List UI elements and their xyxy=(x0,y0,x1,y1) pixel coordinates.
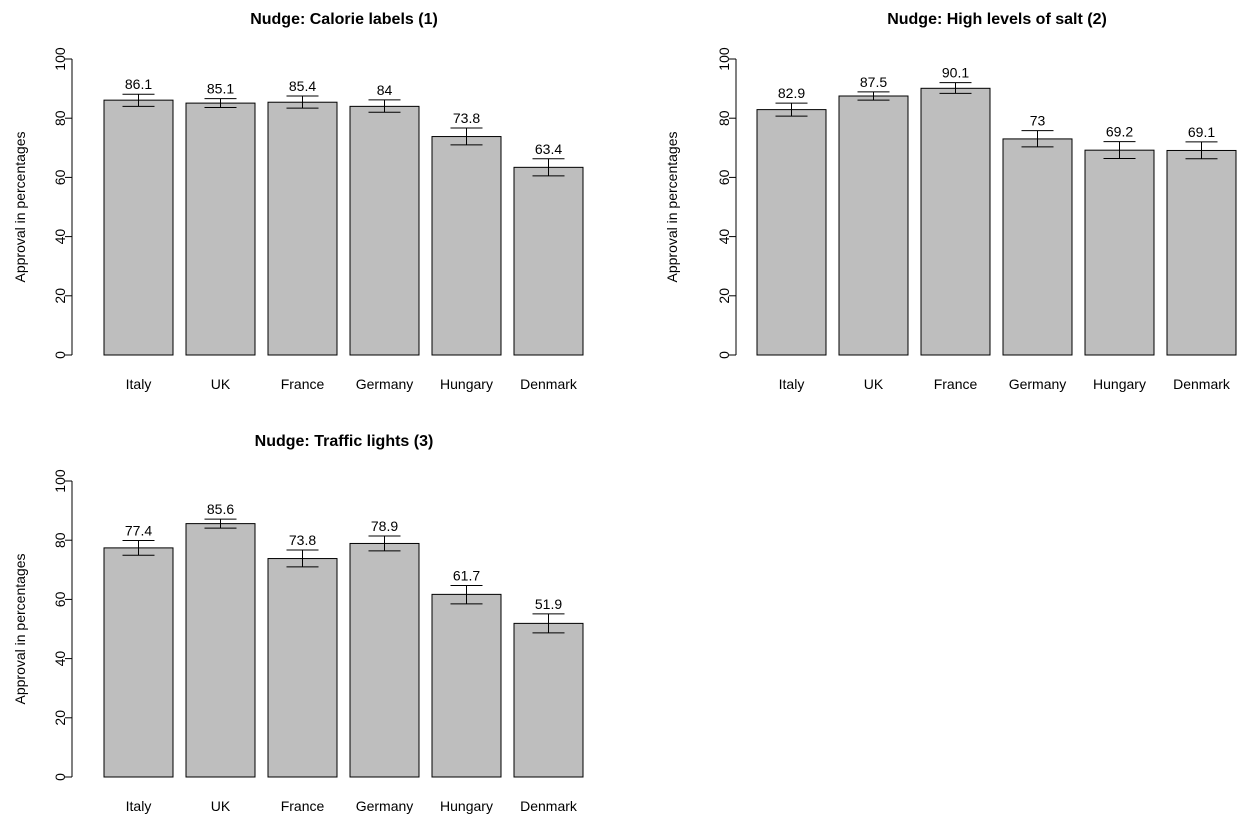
bar-denmark xyxy=(513,166,584,356)
chart-panel-2: Nudge: High levels of salt (2) 0 20 40 60 80 1… xyxy=(664,11,1237,392)
value-label: 82.9 xyxy=(778,85,805,101)
value-label: 85.4 xyxy=(289,78,316,94)
category-label: Germany xyxy=(1009,376,1067,392)
value-label: 69.2 xyxy=(1106,124,1133,140)
y-axis-label: Approval in percentages xyxy=(12,132,28,283)
category-label: Hungary xyxy=(440,798,493,814)
value-label: 77.4 xyxy=(125,522,152,538)
y-axis-label: Approval in percentages xyxy=(664,132,680,283)
category-label: UK xyxy=(211,376,231,392)
value-label: 78.9 xyxy=(371,518,398,534)
category-label: France xyxy=(934,376,978,392)
y-tick-label: 60 xyxy=(52,591,68,607)
y-tick-label: 0 xyxy=(716,351,732,359)
category-label: UK xyxy=(211,798,231,814)
bar-italy xyxy=(756,109,827,356)
y-tick-label: 20 xyxy=(52,710,68,726)
bar-uk xyxy=(185,102,256,356)
y-tick-label: 80 xyxy=(52,110,68,126)
bar-germany xyxy=(349,542,420,778)
value-label: 51.9 xyxy=(535,596,562,612)
value-label: 87.5 xyxy=(860,74,887,90)
category-label: Germany xyxy=(356,376,414,392)
value-label: 85.6 xyxy=(207,501,234,517)
bar-uk xyxy=(185,523,256,778)
bar-germany xyxy=(349,105,420,356)
category-label: Hungary xyxy=(1093,376,1146,392)
y-tick-label: 100 xyxy=(52,469,68,493)
category-label: Denmark xyxy=(520,376,578,392)
value-label: 86.1 xyxy=(125,76,152,92)
bar-france xyxy=(267,558,338,778)
category-label: France xyxy=(281,376,325,392)
bar-france xyxy=(920,87,991,356)
chart-title: Nudge: Traffic lights (3) xyxy=(255,433,434,450)
chart-panel-3: Nudge: Traffic lights (3) 0 20 40 60 80 100 App… xyxy=(12,433,584,814)
category-label: Italy xyxy=(126,376,152,392)
category-label: France xyxy=(281,798,325,814)
y-tick-label: 80 xyxy=(52,532,68,548)
y-tick-label: 20 xyxy=(716,288,732,304)
value-label: 69.1 xyxy=(1188,124,1215,140)
bar-denmark xyxy=(1166,149,1237,356)
value-label: 84 xyxy=(377,82,393,98)
value-label: 63.4 xyxy=(535,141,562,157)
category-label: Germany xyxy=(356,798,414,814)
chart-title: Nudge: High levels of salt (2) xyxy=(887,11,1107,28)
category-label: Italy xyxy=(779,376,805,392)
bar-hungary xyxy=(431,593,502,778)
y-tick-label: 80 xyxy=(716,110,732,126)
y-tick-label: 40 xyxy=(716,229,732,245)
y-tick-label: 100 xyxy=(716,47,732,71)
bar-france xyxy=(267,101,338,356)
value-label: 90.1 xyxy=(942,65,969,81)
y-tick-label: 60 xyxy=(52,169,68,185)
y-tick-label: 20 xyxy=(52,288,68,304)
value-label: 61.7 xyxy=(453,567,480,583)
bar-italy xyxy=(103,547,174,778)
value-label: 73.8 xyxy=(289,532,316,548)
y-tick-label: 0 xyxy=(52,773,68,781)
chart-title: Nudge: Calorie labels (1) xyxy=(250,11,438,28)
category-label: Denmark xyxy=(1173,376,1231,392)
category-label: UK xyxy=(864,376,884,392)
chart-panel-1: Nudge: Calorie labels (1) 0 20 40 60 80 100 App… xyxy=(12,11,584,392)
y-tick-label: 0 xyxy=(52,351,68,359)
y-tick-label: 100 xyxy=(52,47,68,71)
bar-hungary xyxy=(431,136,502,356)
category-label: Italy xyxy=(126,798,152,814)
y-tick-label: 60 xyxy=(716,169,732,185)
category-label: Hungary xyxy=(440,376,493,392)
bar-uk xyxy=(838,95,909,356)
y-tick-label: 40 xyxy=(52,651,68,667)
bar-germany xyxy=(1002,138,1073,356)
y-axis-label: Approval in percentages xyxy=(12,554,28,705)
value-label: 73.8 xyxy=(453,110,480,126)
value-label: 85.1 xyxy=(207,81,234,97)
bar-italy xyxy=(103,99,174,356)
y-tick-label: 40 xyxy=(52,229,68,245)
bar-hungary xyxy=(1084,149,1155,356)
value-label: 73 xyxy=(1030,113,1046,129)
category-label: Denmark xyxy=(520,798,578,814)
bar-denmark xyxy=(513,622,584,778)
